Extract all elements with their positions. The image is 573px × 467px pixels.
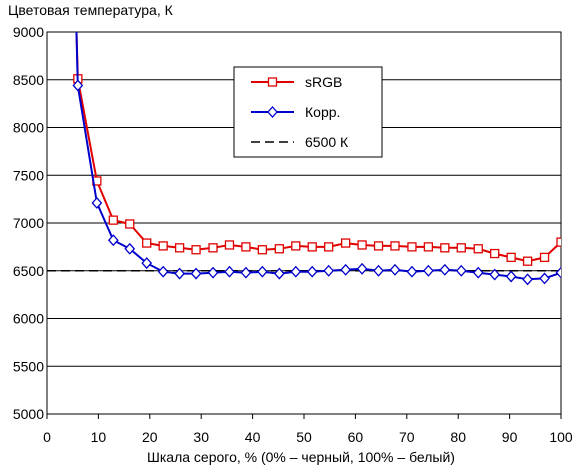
- legend-marker: [267, 106, 278, 118]
- series-1: [72, 32, 561, 286]
- data-point: [522, 256, 533, 266]
- data-point: [241, 242, 251, 252]
- data-point: [107, 234, 119, 247]
- data-point: [439, 263, 451, 276]
- data-point: [406, 265, 418, 278]
- x-tick-label: 20: [142, 429, 158, 445]
- x-tick-label: 40: [245, 429, 261, 445]
- data-point: [440, 243, 450, 253]
- y-tick-label: 7000: [13, 215, 44, 231]
- data-point: [190, 267, 202, 280]
- x-tick-label: 50: [296, 429, 312, 445]
- data-point: [291, 241, 301, 251]
- data-point: [142, 238, 152, 248]
- data-point: [157, 265, 169, 278]
- data-point: [306, 265, 318, 278]
- data-point: [324, 242, 334, 252]
- y-axis: 5000 5500 6000 6500 7000 7500 8000 8500 9000: [13, 24, 44, 422]
- data-point: [323, 264, 335, 277]
- x-axis: 0 10 20 30 40 50 60 70 80 90 100: [43, 414, 573, 445]
- data-point: [125, 219, 135, 229]
- data-point: [290, 265, 302, 278]
- data-point: [273, 267, 285, 280]
- data-point: [407, 242, 417, 252]
- data-point: [174, 267, 185, 280]
- data-point: [423, 264, 434, 277]
- data-point: [158, 241, 168, 251]
- data-point: [224, 265, 235, 278]
- x-tick-label: 90: [502, 429, 518, 445]
- y-tick-label: 8000: [13, 120, 44, 136]
- legend-label: Корр.: [305, 104, 340, 120]
- series-0: [73, 32, 561, 266]
- data-point: [423, 242, 434, 252]
- x-tick-label: 0: [43, 429, 51, 445]
- data-point: [108, 215, 118, 225]
- data-point: [373, 264, 384, 277]
- data-point: [505, 270, 517, 283]
- data-point: [539, 252, 550, 263]
- data-point: [539, 272, 550, 285]
- data-point: [556, 237, 561, 247]
- x-tick-label: 60: [348, 429, 364, 445]
- x-tick-label: 30: [193, 429, 209, 445]
- data-point: [274, 244, 284, 254]
- data-point: [455, 264, 467, 277]
- data-point: [389, 263, 401, 276]
- data-point: [340, 263, 352, 276]
- x-tick-label: 80: [450, 429, 466, 445]
- data-point: [141, 257, 153, 270]
- data-point: [174, 243, 185, 253]
- data-point: [522, 273, 533, 286]
- data-point: [257, 245, 268, 255]
- x-tick-label: 100: [549, 429, 573, 445]
- y-tick-label: 9000: [13, 24, 44, 40]
- data-point: [390, 241, 400, 251]
- data-point: [340, 238, 351, 248]
- data-point: [224, 240, 235, 250]
- legend: sRGB Корр. 6500 К: [233, 66, 383, 158]
- data-point: [124, 242, 136, 255]
- data-point: [490, 248, 500, 259]
- data-point: [472, 266, 484, 279]
- x-tick-label: 10: [91, 429, 107, 445]
- data-point: [555, 266, 561, 279]
- y-tick-label: 5000: [13, 406, 44, 422]
- data-point: [191, 245, 201, 255]
- data-point: [456, 243, 466, 253]
- data-point: [208, 243, 218, 253]
- legend-label: 6500 К: [305, 134, 349, 150]
- data-point: [357, 240, 367, 250]
- x-tick-label: 70: [399, 429, 415, 445]
- data-point: [356, 262, 368, 275]
- data-point: [489, 268, 501, 281]
- legend-marker: [267, 77, 278, 87]
- chart-title: Цветовая температура, К: [8, 2, 174, 18]
- y-tick-label: 6500: [13, 263, 44, 279]
- data-point: [256, 265, 268, 278]
- data-point: [72, 79, 84, 92]
- y-tick-label: 6000: [13, 311, 44, 327]
- data-point: [207, 266, 219, 279]
- legend-label: sRGB: [305, 74, 342, 90]
- data-point: [307, 242, 317, 252]
- data-point: [91, 196, 103, 209]
- y-tick-label: 8500: [13, 72, 44, 88]
- y-tick-label: 5500: [13, 358, 44, 374]
- series-layer: [47, 32, 561, 286]
- y-tick-label: 7500: [13, 167, 44, 183]
- x-axis-label: Шкала серого, % (0% – черный, 100% – бел…: [147, 449, 455, 465]
- data-point: [506, 252, 516, 263]
- data-point: [473, 244, 483, 254]
- data-point: [240, 266, 252, 279]
- data-point: [373, 241, 384, 251]
